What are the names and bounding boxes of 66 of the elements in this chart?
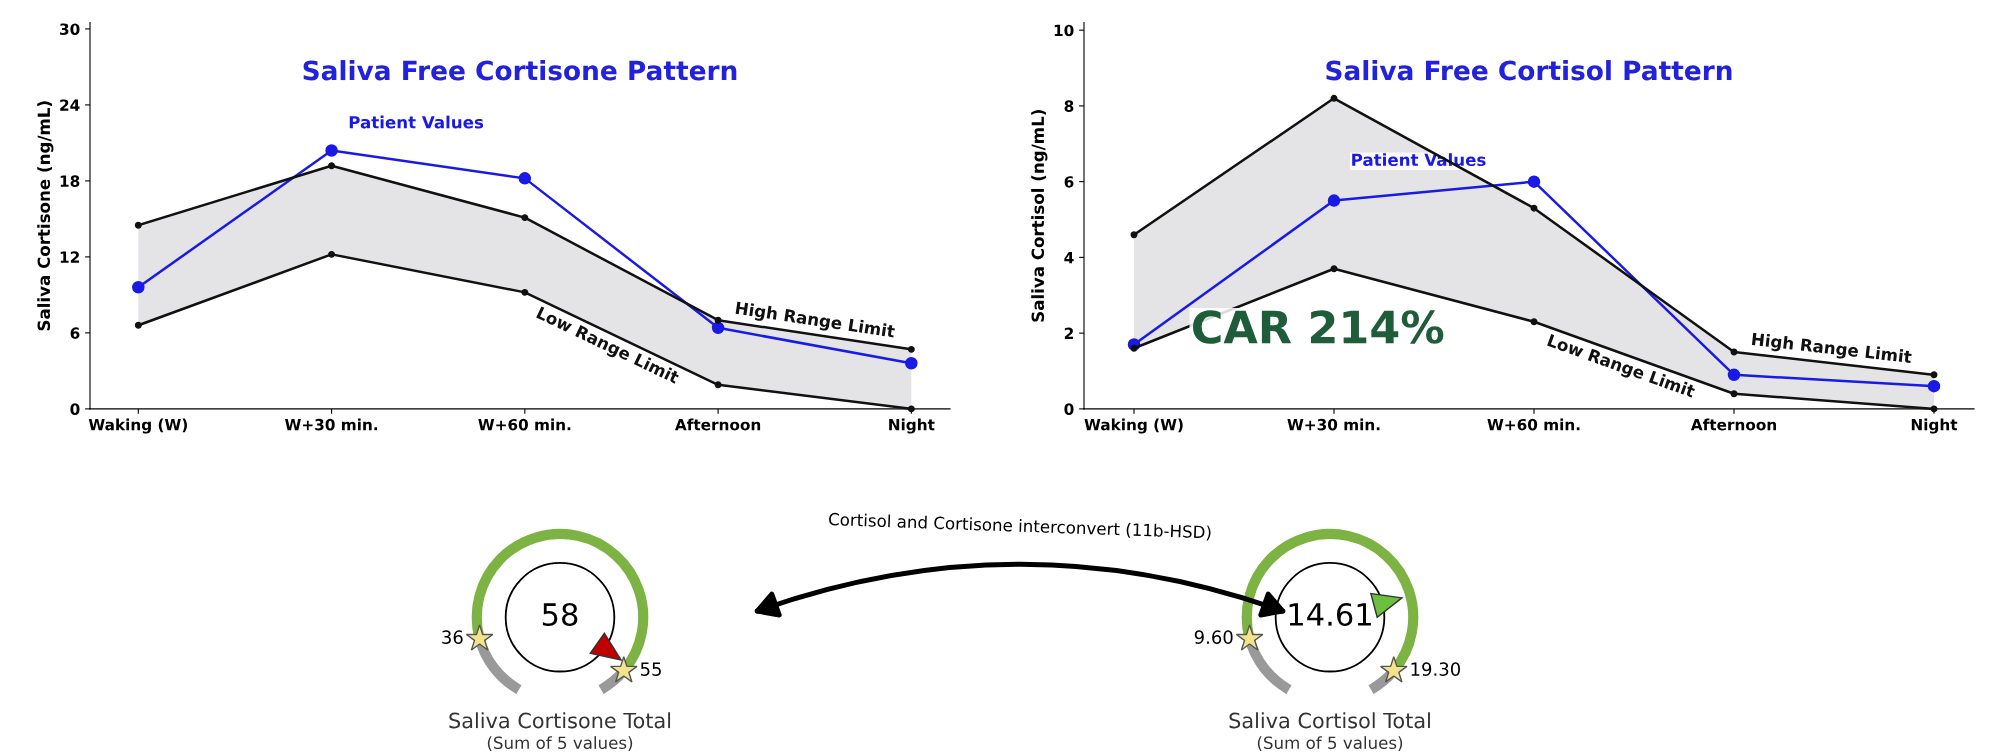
text: Saliva Cortisol Total — [1229, 712, 1430, 729]
text: High Range Limit — [735, 301, 896, 342]
point — [711, 321, 725, 335]
x-tick-label: Waking (W) — [1084, 418, 1183, 434]
y-tick-label: 0 — [70, 403, 80, 415]
x-tick-label: W+60 min. — [478, 418, 571, 431]
point — [1730, 390, 1738, 398]
point — [714, 316, 722, 324]
point — [1327, 194, 1341, 207]
point — [134, 221, 142, 229]
point — [134, 321, 142, 329]
y-tick-label: 6 — [1064, 176, 1074, 188]
text: Saliva Free Cortisol Pattern — [1326, 60, 1732, 81]
annotation: CAR 214% — [1193, 310, 1444, 344]
point — [905, 357, 918, 370]
x-tick-label: Waking (W) — [88, 418, 187, 434]
y-axis-title: Saliva Cortisol (ng/mL) — [1031, 110, 1048, 322]
text: 9.60 — [1194, 630, 1233, 644]
x-tick-label: W+30 min. — [1287, 418, 1380, 431]
point — [328, 162, 336, 170]
point — [1727, 368, 1741, 382]
text: Saliva Free Cortisone Pattern — [303, 60, 737, 81]
y-tick-label: 0 — [1064, 403, 1074, 415]
point — [1530, 204, 1538, 212]
y-tick-label: 10 — [1054, 24, 1074, 37]
point — [1530, 318, 1538, 326]
point — [1330, 265, 1338, 273]
point — [328, 250, 336, 258]
point — [518, 172, 532, 185]
point — [521, 214, 529, 222]
text: (Sum of 5 values) — [1257, 736, 1403, 752]
y-tick-label: 18 — [60, 175, 80, 187]
x-tick-label: W+60 min. — [1487, 418, 1580, 431]
text: Cortisol and Cortisone interconvert (11b-HSD) — [828, 512, 1211, 541]
x-tick-label: Afternoon — [674, 418, 761, 431]
y-tick-label: 12 — [60, 251, 79, 263]
text: (Sum of 5 values) — [487, 736, 633, 752]
y-tick-label: 6 — [70, 327, 80, 339]
point — [1330, 94, 1338, 102]
point — [521, 288, 529, 296]
point — [132, 281, 145, 294]
text: 36 — [442, 630, 463, 644]
series-label: Patient Values — [349, 115, 484, 129]
point — [1927, 379, 1941, 393]
y-tick-label: 4 — [1064, 252, 1074, 264]
x-tick-label: Afternoon — [1690, 418, 1777, 431]
y-axis-title: Saliva Cortisone (ng/mL) — [37, 101, 54, 331]
text: 19.30 — [1411, 662, 1461, 676]
data-label: 58 — [542, 602, 578, 627]
point — [907, 345, 915, 353]
text: 55 — [640, 662, 661, 676]
text: Saliva Cortisone Total — [449, 712, 671, 729]
x-tick-label: Night — [1911, 418, 1958, 434]
point — [1930, 371, 1938, 379]
y-tick-label: 8 — [1064, 100, 1074, 112]
point — [1130, 231, 1138, 239]
text: High Range Limit — [1751, 332, 1913, 367]
y-tick-label: 24 — [60, 99, 80, 111]
y-tick-label: 2 — [1064, 327, 1073, 339]
data-label: 14.61 — [1289, 602, 1371, 627]
point — [325, 144, 338, 157]
point — [1527, 175, 1541, 188]
y-tick-label: 30 — [60, 23, 80, 35]
point — [714, 381, 722, 389]
x-tick-label: W+30 min. — [284, 418, 378, 431]
x-tick-label: Night — [889, 418, 935, 434]
